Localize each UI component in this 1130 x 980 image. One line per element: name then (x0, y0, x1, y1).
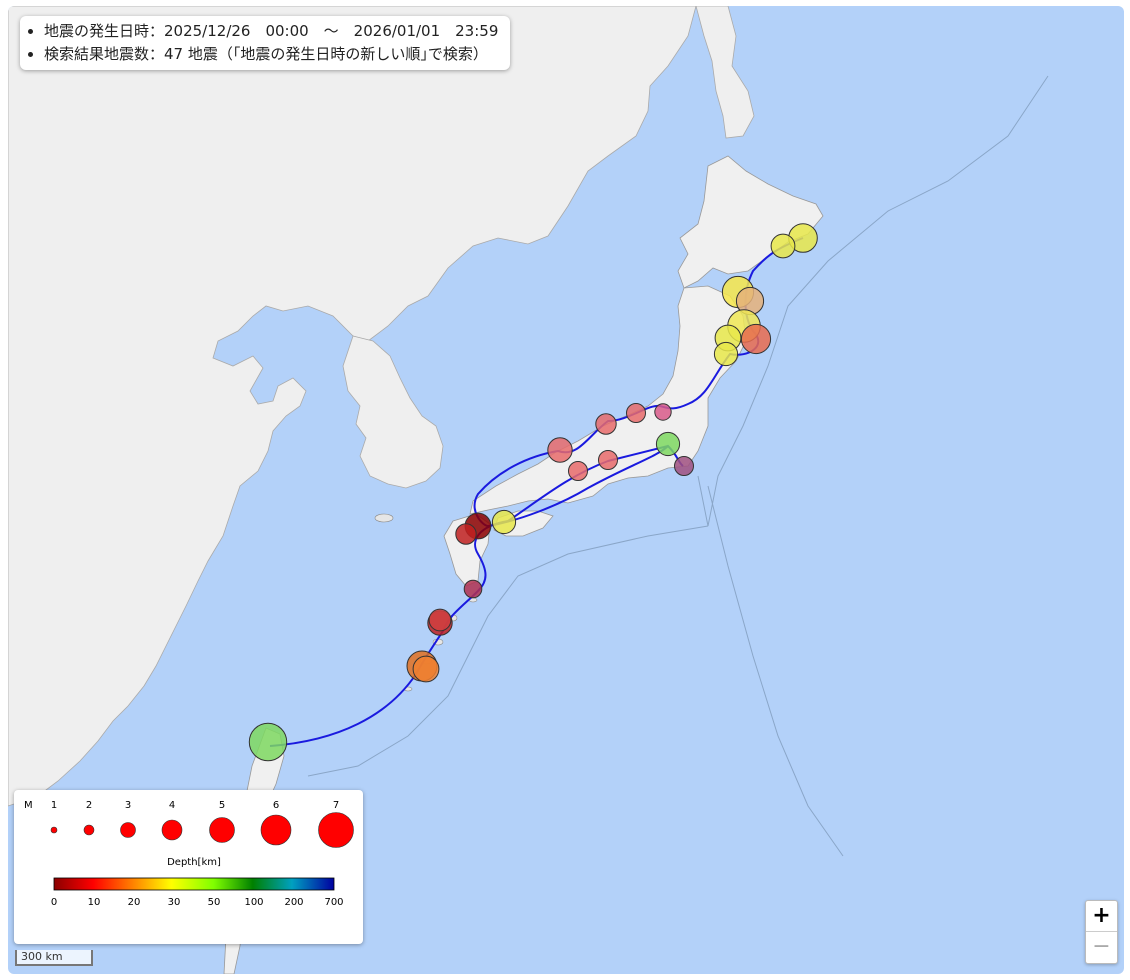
mag-value: 1 (51, 800, 57, 811)
depth-color-bar (53, 877, 335, 891)
mag-circle (83, 824, 95, 836)
mag-label: M (24, 800, 33, 811)
hokkaido-landmass (677, 155, 824, 289)
search-info-box: 地震の発生日時：2025/12/26 00:00 ～ 2026/01/01 23… (20, 16, 511, 70)
mag-value: 5 (219, 800, 225, 811)
depth-tick: 200 (284, 897, 303, 908)
epicenter-track-line (269, 237, 804, 747)
quake-marker[interactable] (428, 608, 452, 632)
quake-marker[interactable] (674, 456, 694, 476)
depth-tick: 50 (208, 897, 221, 908)
zoom-in-button[interactable]: + (1092, 903, 1111, 928)
depth-scale: 0 10 20 30 50 100 200 700 (51, 897, 344, 908)
quake-marker[interactable] (568, 461, 588, 481)
quake-marker[interactable] (595, 413, 617, 435)
quake-marker[interactable] (654, 403, 672, 421)
quake-marker[interactable] (455, 523, 477, 545)
depth-tick: 10 (88, 897, 101, 908)
mag-circle (161, 819, 183, 841)
zoom-out-button[interactable]: − (1086, 931, 1117, 962)
quake-marker[interactable] (598, 450, 618, 470)
mag-value: 4 (169, 800, 175, 811)
depth-tick: 0 (51, 897, 57, 908)
mag-circle (260, 814, 292, 846)
quake-marker[interactable] (547, 437, 573, 463)
mag-circle (50, 826, 58, 834)
mag-circle (209, 817, 235, 843)
korea-landmass (342, 335, 444, 489)
quake-marker[interactable] (248, 722, 288, 762)
zoom-control: + − (1085, 900, 1118, 964)
depth-tick: 700 (324, 897, 343, 908)
quake-marker[interactable] (740, 323, 772, 355)
mag-value: 7 (333, 800, 339, 811)
plate-boundary-line (307, 75, 1049, 857)
depth-title: Depth[km] (167, 857, 221, 868)
quake-marker[interactable] (713, 341, 739, 367)
mag-circle (318, 812, 354, 848)
mag-scale: 1 2 3 4 5 6 7 (50, 800, 354, 848)
depth-tick: 100 (244, 897, 263, 908)
quake-marker[interactable] (491, 509, 517, 535)
quake-marker[interactable] (412, 655, 440, 683)
result-count-text: 検索結果地震数：47 地震（｢地震の発生日時の新しい順｣で検索） (44, 43, 498, 66)
depth-tick: 20 (128, 897, 141, 908)
quake-marker[interactable] (655, 431, 681, 457)
quake-markers (248, 223, 818, 762)
date-range-text: 地震の発生日時：2025/12/26 00:00 ～ 2026/01/01 23… (44, 20, 498, 43)
quake-marker[interactable] (463, 579, 483, 599)
quake-layer (248, 223, 818, 762)
mag-value: 3 (125, 800, 131, 811)
mag-circle (120, 822, 136, 838)
legend: M 1 2 3 4 5 6 7 Depth[km] (14, 790, 363, 944)
quake-marker[interactable] (770, 233, 796, 259)
mag-value: 6 (273, 800, 279, 811)
scale-bar: 300 km (15, 950, 93, 966)
depth-tick: 30 (168, 897, 181, 908)
map[interactable]: 地震の発生日時：2025/12/26 00:00 ～ 2026/01/01 23… (8, 6, 1124, 974)
sakhalin-landmass (695, 6, 755, 139)
mainland-landmass (8, 6, 697, 807)
quake-marker[interactable] (626, 403, 646, 423)
mag-value: 2 (86, 800, 92, 811)
